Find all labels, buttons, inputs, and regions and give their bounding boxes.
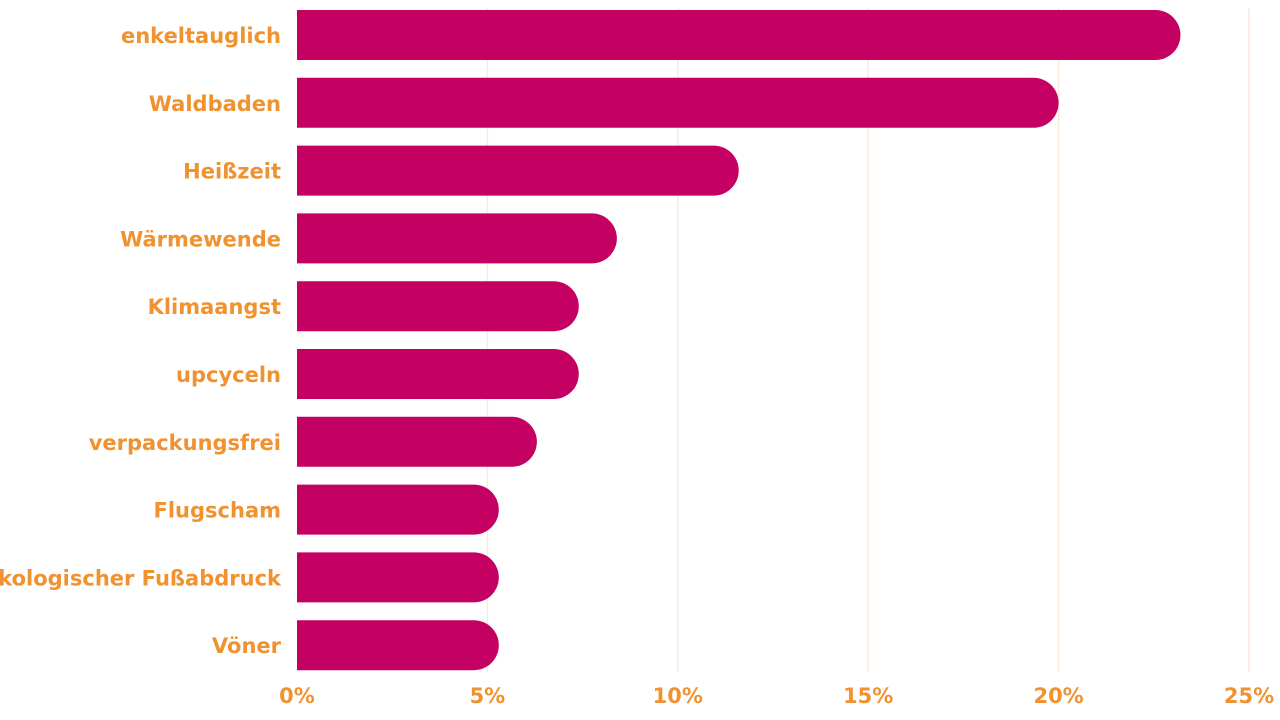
category-label: Vöner: [212, 634, 282, 658]
category-label: ökologischer Fußabdruck: [0, 566, 282, 590]
category-label: Klimaangst: [148, 295, 281, 319]
category-label: verpackungsfrei: [89, 431, 281, 455]
category-label: upcyceln: [176, 363, 281, 387]
x-tick-label: 5%: [470, 684, 506, 708]
x-tick-label: 25%: [1224, 684, 1274, 708]
bar: [297, 213, 617, 264]
bar: [297, 484, 499, 535]
category-label: Heißzeit: [183, 160, 281, 184]
x-tick-label: 20%: [1033, 684, 1083, 708]
x-axis-tick-labels: 0% 5% 10% 15% 20% 25%: [279, 684, 1274, 708]
category-label: Wärmewende: [120, 227, 281, 251]
bar: [297, 10, 1181, 60]
category-label: Waldbaden: [149, 92, 281, 116]
x-tick-label: 0%: [279, 684, 315, 708]
bar: [297, 281, 579, 332]
bar: [297, 145, 739, 196]
x-tick-label: 10%: [653, 684, 703, 708]
x-tick-label: 15%: [843, 684, 893, 708]
category-label: Flugscham: [154, 499, 281, 523]
bar: [297, 552, 499, 603]
category-label: enkeltauglich: [121, 24, 281, 48]
bar: [297, 349, 579, 399]
bar: [297, 77, 1059, 128]
bar: [297, 620, 499, 671]
category-labels: enkeltauglich Waldbaden Heißzeit Wärmewende…: [0, 24, 282, 658]
bar: [297, 416, 537, 467]
bars: [297, 10, 1181, 671]
